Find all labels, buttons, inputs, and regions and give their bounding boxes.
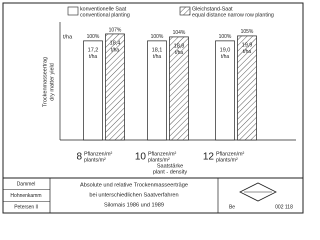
x-label: plant - density — [153, 169, 187, 175]
mark: Be — [229, 204, 235, 210]
bar — [237, 35, 257, 141]
category-unit: Pflanzen/m² — [216, 151, 244, 157]
yield-label: 17,2 — [88, 47, 99, 53]
category-unit: plants/m² — [216, 157, 238, 163]
legend-label: conventional planting — [80, 12, 130, 18]
yield-unit: t/ha — [153, 54, 162, 60]
author: Hohnenkamm — [10, 193, 41, 199]
bar — [215, 40, 235, 141]
bar — [83, 40, 103, 141]
author: Dammel — [17, 181, 36, 187]
category-unit: plants/m² — [84, 157, 106, 163]
y-unit: t/ha — [63, 34, 73, 40]
yield-unit: t/ha — [243, 49, 252, 55]
yield-unit: t/ha — [175, 50, 184, 56]
legend-swatch — [179, 6, 191, 16]
legend-swatch — [67, 6, 79, 16]
yield-unit: t/ha — [89, 54, 98, 60]
doc-title: Absolute und relative Trockenmasseerträg… — [80, 182, 188, 188]
value-label: 100% — [87, 34, 100, 40]
yield-label: 19,9 — [242, 42, 253, 48]
category-unit: plants/m² — [148, 157, 170, 163]
yield-label: 18,8 — [174, 43, 185, 49]
category-label: 12 — [203, 152, 215, 163]
yield-unit: t/ha — [111, 47, 120, 53]
yield-label: 18,4 — [110, 40, 121, 46]
legend-label: equal distance narrow row planting — [192, 12, 274, 18]
value-label: 100% — [151, 34, 164, 40]
value-label: 105% — [241, 29, 254, 35]
y-label: Trockenmasseertrag — [42, 57, 48, 107]
y-label: dry matter yield — [49, 63, 55, 101]
category-unit: Pflanzen/m² — [148, 151, 176, 157]
page: {"chart_data": {"type": "bar", "y_label"… — [2, 2, 304, 214]
bar — [169, 36, 189, 141]
yield-label: 19,0 — [220, 47, 231, 53]
author: Petersen ll — [14, 204, 38, 210]
doc-number: 002 118 — [275, 204, 293, 210]
yield-label: 18,1 — [152, 47, 163, 53]
value-label: 104% — [173, 30, 186, 36]
legend-label: Gleichstand-Saat — [192, 6, 233, 12]
doc-title: bei unterschiedlichen Saatverfahren — [89, 192, 178, 198]
legend-label: konventionelle Saat — [80, 6, 127, 12]
bar — [147, 40, 167, 141]
yield-unit: t/ha — [221, 54, 230, 60]
doc-title: Silomais 1986 und 1989 — [104, 202, 164, 208]
category-label: 8 — [76, 152, 82, 163]
x-label: Saatstärke — [157, 163, 183, 169]
document: Dammel Hohnenkamm Petersen ll Absolute u… — [2, 2, 304, 214]
category-unit: Pflanzen/m² — [84, 151, 112, 157]
category-label: 10 — [135, 152, 147, 163]
logo — [239, 182, 277, 202]
value-label: 100% — [219, 34, 232, 40]
bar — [105, 33, 125, 141]
value-label: 107% — [109, 27, 122, 33]
